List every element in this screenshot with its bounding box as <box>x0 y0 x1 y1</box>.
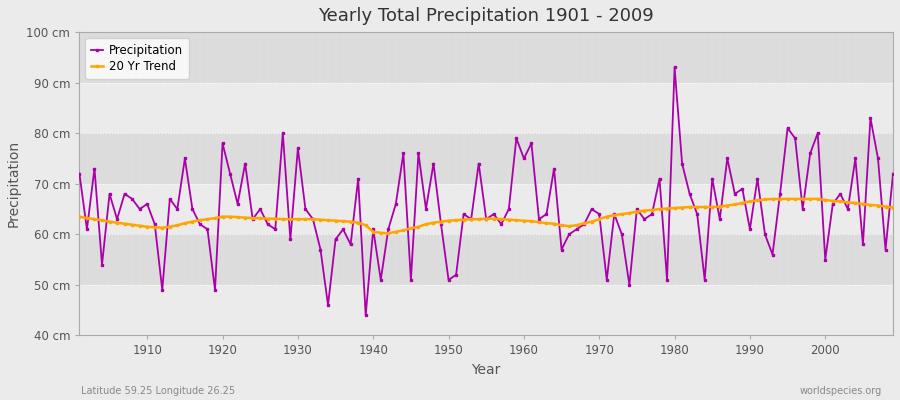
Bar <box>79 285 893 336</box>
Precipitation <box>300 207 310 212</box>
Bar <box>79 32 893 83</box>
Bar <box>79 184 893 234</box>
20 Yr Trend <box>300 217 310 222</box>
20 Yr Trend <box>346 219 356 224</box>
Precipitation <box>887 171 898 176</box>
Legend: Precipitation, 20 Yr Trend: Precipitation, 20 Yr Trend <box>86 38 189 79</box>
20 Yr Trend <box>518 218 529 223</box>
20 Yr Trend <box>616 212 627 216</box>
Line: 20 Yr Trend: 20 Yr Trend <box>78 198 895 235</box>
20 Yr Trend <box>526 219 536 224</box>
20 Yr Trend <box>887 205 898 210</box>
Bar <box>79 83 893 133</box>
20 Yr Trend <box>382 231 393 236</box>
Precipitation <box>360 313 371 318</box>
Bar <box>79 234 893 285</box>
Text: Latitude 59.25 Longitude 26.25: Latitude 59.25 Longitude 26.25 <box>81 386 235 396</box>
Y-axis label: Precipitation: Precipitation <box>7 140 21 227</box>
20 Yr Trend <box>134 223 145 228</box>
Line: Precipitation: Precipitation <box>78 66 895 317</box>
Precipitation <box>346 242 356 247</box>
Text: worldspecies.org: worldspecies.org <box>800 386 882 396</box>
X-axis label: Year: Year <box>472 363 501 377</box>
Bar <box>79 133 893 184</box>
Precipitation <box>526 141 536 146</box>
Precipitation <box>670 65 680 70</box>
20 Yr Trend <box>74 214 85 219</box>
Precipitation <box>134 207 145 212</box>
Precipitation <box>616 232 627 237</box>
Title: Yearly Total Precipitation 1901 - 2009: Yearly Total Precipitation 1901 - 2009 <box>319 7 654 25</box>
20 Yr Trend <box>767 196 778 201</box>
Precipitation <box>74 171 85 176</box>
Precipitation <box>518 156 529 161</box>
